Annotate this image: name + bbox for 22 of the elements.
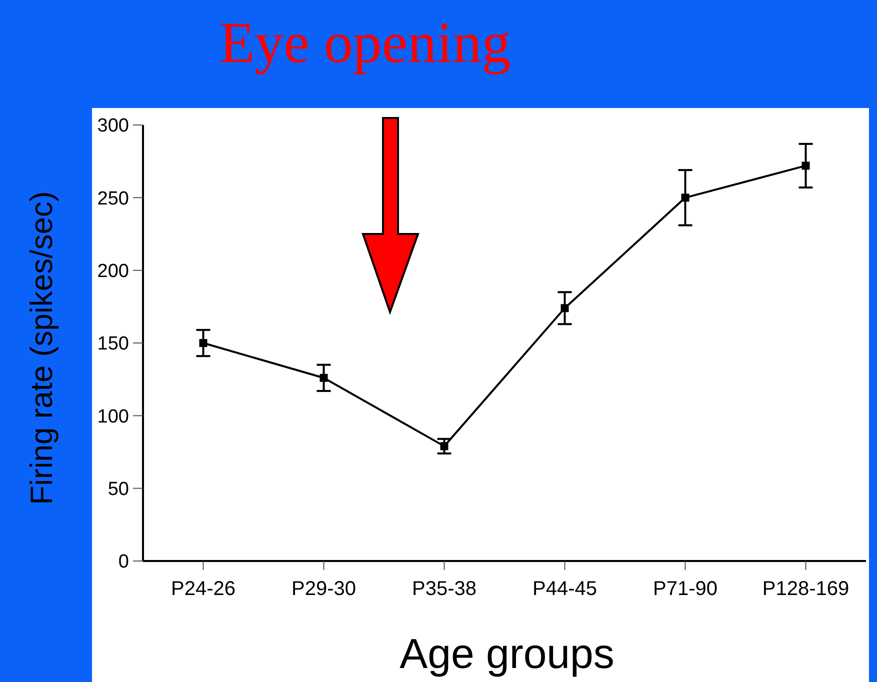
y-tick-label: 50 [108, 478, 129, 500]
y-tick-label: 200 [97, 260, 129, 282]
y-tick-label: 100 [97, 406, 129, 428]
point [681, 194, 690, 202]
x-tick-label: P24-26 [171, 578, 236, 600]
y-tick-label: 250 [97, 188, 129, 210]
y-tick-label: 150 [97, 334, 129, 355]
x-axis-title: Age groups [400, 630, 614, 677]
point [802, 162, 810, 170]
x-tick-label: P71-90 [653, 578, 718, 600]
x-tick-label: P44-45 [532, 578, 597, 600]
y-tick-label: 0 [118, 552, 129, 573]
x-tick-label: P35-38 [412, 578, 476, 600]
point [440, 442, 448, 450]
y-axis-title: Firing rate (spikes/sec) [24, 191, 59, 505]
y-tick-label: 300 [97, 116, 129, 137]
point [199, 339, 208, 347]
point [560, 304, 569, 312]
x-tick-label: P29-30 [292, 578, 356, 600]
x-tick-label: P128-169 [762, 578, 850, 600]
chart-title: Eye opening [219, 10, 511, 75]
point [320, 374, 328, 382]
